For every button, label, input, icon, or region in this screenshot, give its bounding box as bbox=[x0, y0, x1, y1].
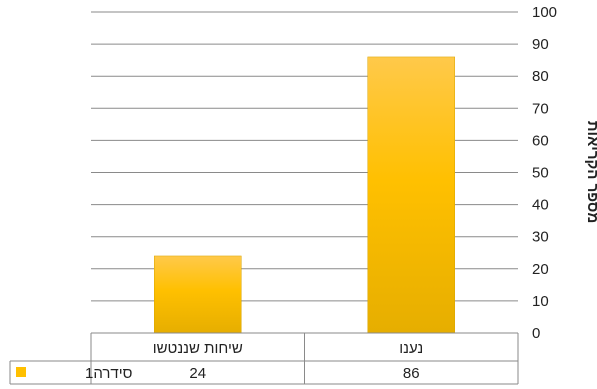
data-table: נענו 86 שיחות שננטשו 24 סידרה1 bbox=[9, 332, 519, 385]
category-label: שיחות שננטשו bbox=[153, 340, 243, 357]
data-label: 24 bbox=[189, 365, 206, 382]
bar bbox=[367, 56, 455, 334]
legend-label: סידרה1 bbox=[85, 365, 133, 382]
y-tick-label: 100 bbox=[532, 4, 557, 21]
y-tick-label: 40 bbox=[532, 197, 549, 214]
y-axis-label: מספר הקריאות bbox=[584, 121, 597, 223]
y-tick-label: 50 bbox=[532, 165, 549, 182]
y-tick-label: 0 bbox=[532, 325, 540, 342]
y-tick-label: 90 bbox=[532, 36, 549, 53]
y-tick-label: 70 bbox=[532, 100, 549, 117]
data-label: 86 bbox=[403, 365, 420, 382]
bars bbox=[154, 56, 455, 334]
y-tick-label: 10 bbox=[532, 293, 549, 310]
bar bbox=[154, 255, 242, 334]
y-axis-ticks: 0 10 20 30 40 50 60 70 80 90 100 bbox=[532, 4, 557, 342]
legend-swatch bbox=[16, 367, 26, 377]
y-tick-label: 20 bbox=[532, 261, 549, 278]
y-tick-label: 80 bbox=[532, 68, 549, 85]
y-tick-label: 30 bbox=[532, 229, 549, 246]
y-tick-label: 60 bbox=[532, 132, 549, 149]
category-label: נענו bbox=[399, 340, 423, 357]
